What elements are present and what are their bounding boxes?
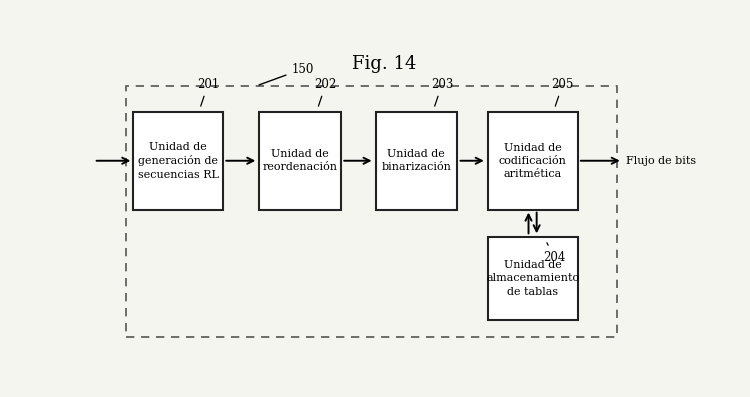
Text: 201: 201 bbox=[197, 78, 219, 106]
Text: Unidad de
codificación
aritmética: Unidad de codificación aritmética bbox=[499, 143, 566, 179]
FancyBboxPatch shape bbox=[133, 112, 223, 210]
FancyBboxPatch shape bbox=[488, 237, 578, 320]
Text: Unidad de
reordenación: Unidad de reordenación bbox=[262, 149, 338, 172]
Text: Unidad de
almacenamiento
de tablas: Unidad de almacenamiento de tablas bbox=[486, 260, 579, 297]
Text: Flujo de bits: Flujo de bits bbox=[626, 156, 696, 166]
Text: 203: 203 bbox=[430, 78, 453, 106]
FancyBboxPatch shape bbox=[376, 112, 457, 210]
FancyBboxPatch shape bbox=[260, 112, 340, 210]
Text: 204: 204 bbox=[543, 243, 566, 264]
Text: Unidad de
binarización: Unidad de binarización bbox=[382, 149, 452, 172]
FancyBboxPatch shape bbox=[488, 112, 578, 210]
Text: 205: 205 bbox=[551, 78, 574, 106]
Text: Fig. 14: Fig. 14 bbox=[352, 55, 416, 73]
Text: Unidad de
generación de
secuencias RL: Unidad de generación de secuencias RL bbox=[137, 142, 218, 180]
Text: 202: 202 bbox=[315, 78, 337, 106]
Text: 150: 150 bbox=[259, 63, 314, 85]
